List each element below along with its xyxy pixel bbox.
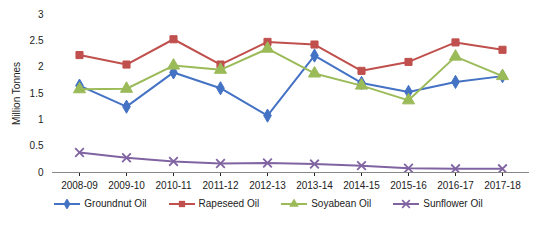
svg-text:2012-13: 2012-13 <box>249 180 286 191</box>
svg-text:3: 3 <box>38 9 44 20</box>
svg-text:2011-12: 2011-12 <box>203 180 239 191</box>
svg-text:0.5: 0.5 <box>30 140 44 151</box>
svg-text:0: 0 <box>38 167 44 178</box>
svg-text:2017-18: 2017-18 <box>484 180 521 191</box>
svg-text:2.5: 2.5 <box>30 35 44 46</box>
svg-text:2: 2 <box>38 61 44 72</box>
svg-text:2016-17: 2016-17 <box>437 180 474 191</box>
svg-text:2008-09: 2008-09 <box>61 180 98 191</box>
svg-text:1: 1 <box>38 114 44 125</box>
html-text:Sunflower Oil: Sunflower Oil <box>423 198 483 209</box>
html-text:Groundnut Oil: Groundnut Oil <box>84 198 147 209</box>
svg-text:2009-10: 2009-10 <box>108 180 145 191</box>
svg-text:1.5: 1.5 <box>30 88 44 99</box>
svg-text:2013-14: 2013-14 <box>296 180 333 191</box>
svg-text:2010-11: 2010-11 <box>156 180 192 191</box>
svg-text:Million Tonnes: Million Tonnes <box>11 62 22 125</box>
svg-text:2015-16: 2015-16 <box>390 180 427 191</box>
html-text:Soyabean Oil: Soyabean Oil <box>311 198 372 209</box>
svg-text:2014-15: 2014-15 <box>343 180 380 191</box>
html-text:Rapeseed Oil: Rapeseed Oil <box>198 198 260 209</box>
